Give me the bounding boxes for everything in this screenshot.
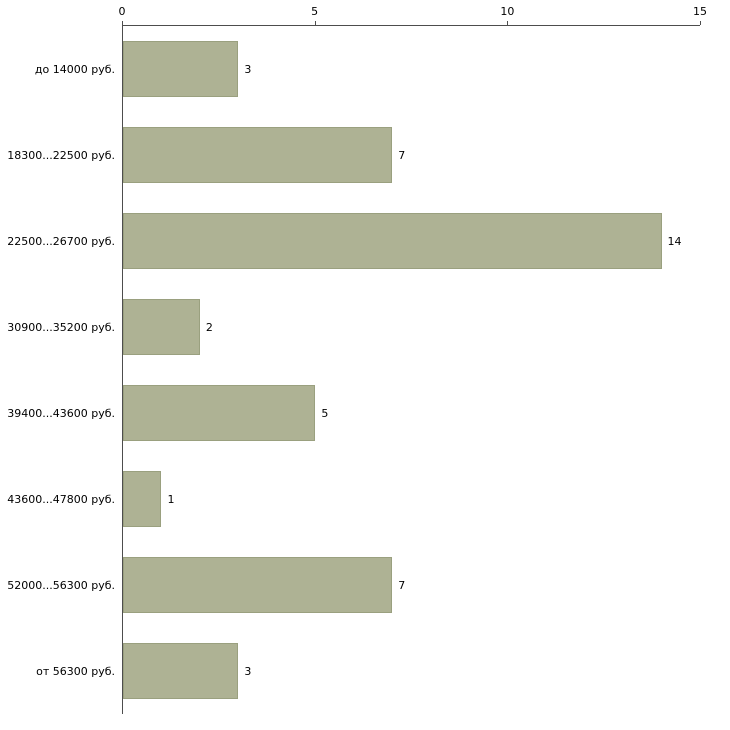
bar-cell: 1 [122,456,700,542]
bar [123,385,316,441]
x-axis-tick-label: 5 [311,5,319,18]
bar-row: 30900...35200 руб. 2 [0,284,700,370]
bar [123,643,239,699]
x-axis: 0 5 10 15 [118,0,707,26]
bar-row: 18300...22500 руб. 7 [0,112,700,198]
category-label: до 14000 руб. [34,62,115,76]
bar [123,213,662,269]
x-axis-tick-label: 0 [118,5,126,18]
bar-cell: 2 [122,284,700,370]
bar [123,557,393,613]
tick-mark [700,21,701,25]
bar [123,127,393,183]
bar-row: 22500...26700 руб. 14 [0,198,700,284]
bar [123,41,239,97]
bar-cell: 3 [122,26,700,112]
tick-mark [314,21,316,25]
value-label: 3 [244,664,252,678]
category-label: 52000...56300 руб. [7,578,115,592]
x-axis-tick-label: 10 [500,5,515,18]
bar-row: от 56300 руб. 3 [0,628,700,714]
bar-cell: 7 [122,542,700,628]
bar-cell: 5 [122,370,700,456]
bar [123,471,162,527]
bar-cell: 7 [122,112,700,198]
category-label: от 56300 руб. [36,664,115,678]
value-label: 7 [398,148,406,162]
value-label: 3 [244,62,252,76]
bar-row: 52000...56300 руб. 7 [0,542,700,628]
bar-row: 39400...43600 руб. 5 [0,370,700,456]
category-label: 18300...22500 руб. [7,148,115,162]
category-label: 39400...43600 руб. [7,406,115,420]
value-label: 2 [205,320,213,334]
bar-row: 43600...47800 руб. 1 [0,456,700,542]
value-label: 7 [398,578,406,592]
bar-cell: 3 [122,628,700,714]
category-label: 43600...47800 руб. [7,492,115,506]
category-label: 30900...35200 руб. [7,320,115,334]
value-label: 5 [321,406,329,420]
category-label: 22500...26700 руб. [7,234,115,248]
x-axis-tick-label: 15 [693,5,707,18]
tick-mark [122,21,123,25]
tick-mark [507,21,509,25]
bar-rows: до 14000 руб. 3 18300...22500 руб. 7 22500..… [0,26,700,714]
bar-row: до 14000 руб. 3 [0,26,700,112]
bar-cell: 14 [122,198,700,284]
bar [123,299,200,355]
value-label: 1 [167,492,175,506]
value-label: 14 [667,234,682,248]
